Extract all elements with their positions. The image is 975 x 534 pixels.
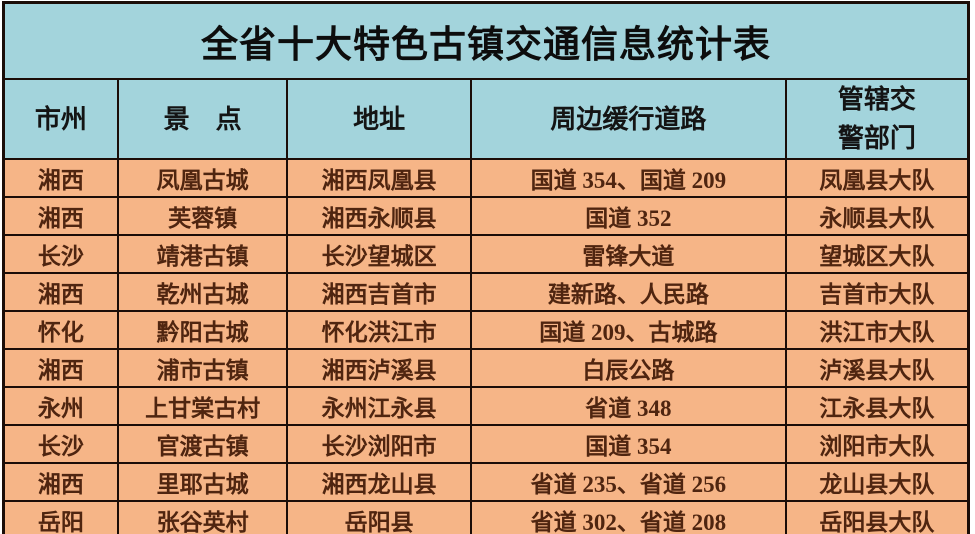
cell-address: 长沙望城区 (286, 234, 472, 274)
table-row: 岳阳 张谷英村 岳阳县 省道 302、省道 208 岳阳县大队 (2, 500, 970, 534)
cell-address: 湘西永顺县 (286, 196, 472, 236)
cell-police: 江永县大队 (784, 386, 970, 426)
cell-spot: 芙蓉镇 (116, 196, 289, 236)
cell-spot: 官渡古镇 (116, 424, 289, 464)
cell-city: 永州 (2, 386, 119, 426)
cell-police: 泸溪县大队 (784, 348, 970, 388)
table-row: 永州 上甘棠古村 永州江永县 省道 348 江永县大队 (2, 386, 970, 426)
cell-roads: 国道 354 (469, 424, 787, 464)
header-row: 市州 景 点 地址 周边缓行道路 管辖交 警部门 (2, 78, 970, 160)
col-header-police: 管辖交 警部门 (784, 78, 970, 160)
cell-city: 湘西 (2, 196, 119, 236)
cell-city: 长沙 (2, 234, 119, 274)
cell-police: 吉首市大队 (784, 272, 970, 312)
col-header-city: 市州 (2, 78, 119, 160)
cell-police: 望城区大队 (784, 234, 970, 274)
cell-police: 浏阳市大队 (784, 424, 970, 464)
cell-spot: 靖港古镇 (116, 234, 289, 274)
cell-address: 永州江永县 (286, 386, 472, 426)
col-header-spot: 景 点 (116, 78, 289, 160)
cell-police: 凤凰县大队 (784, 158, 970, 198)
cell-roads: 国道 354、国道 209 (469, 158, 787, 198)
cell-city: 怀化 (2, 310, 119, 350)
cell-police: 龙山县大队 (784, 462, 970, 502)
col-header-roads: 周边缓行道路 (469, 78, 787, 160)
cell-address: 怀化洪江市 (286, 310, 472, 350)
cell-spot: 乾州古城 (116, 272, 289, 312)
cell-city: 湘西 (2, 158, 119, 198)
title-row: 全省十大特色古镇交通信息统计表 (2, 1, 970, 80)
cell-address: 湘西凤凰县 (286, 158, 472, 198)
cell-spot: 张谷英村 (116, 500, 289, 534)
cell-spot: 上甘棠古村 (116, 386, 289, 426)
cell-city: 岳阳 (2, 500, 119, 534)
table-row: 怀化 黔阳古城 怀化洪江市 国道 209、古城路 洪江市大队 (2, 310, 970, 350)
table-row: 长沙 靖港古镇 长沙望城区 雷锋大道 望城区大队 (2, 234, 970, 274)
cell-city: 湘西 (2, 348, 119, 388)
cell-address: 湘西龙山县 (286, 462, 472, 502)
cell-roads: 省道 302、省道 208 (469, 500, 787, 534)
cell-roads: 省道 235、省道 256 (469, 462, 787, 502)
cell-roads: 白辰公路 (469, 348, 787, 388)
table-row: 湘西 芙蓉镇 湘西永顺县 国道 352 永顺县大队 (2, 196, 970, 236)
cell-city: 长沙 (2, 424, 119, 464)
cell-police: 永顺县大队 (784, 196, 970, 236)
cell-address: 岳阳县 (286, 500, 472, 534)
cell-address: 长沙浏阳市 (286, 424, 472, 464)
table-row: 长沙 官渡古镇 长沙浏阳市 国道 354 浏阳市大队 (2, 424, 970, 464)
cell-address: 湘西泸溪县 (286, 348, 472, 388)
table-row: 湘西 浦市古镇 湘西泸溪县 白辰公路 泸溪县大队 (2, 348, 970, 388)
col-header-address: 地址 (286, 78, 472, 160)
cell-police: 洪江市大队 (784, 310, 970, 350)
cell-roads: 省道 348 (469, 386, 787, 426)
table-title: 全省十大特色古镇交通信息统计表 (2, 1, 970, 80)
cell-roads: 国道 209、古城路 (469, 310, 787, 350)
table-row: 湘西 里耶古城 湘西龙山县 省道 235、省道 256 龙山县大队 (2, 462, 970, 502)
cell-address: 湘西吉首市 (286, 272, 472, 312)
cell-roads: 国道 352 (469, 196, 787, 236)
cell-spot: 浦市古镇 (116, 348, 289, 388)
cell-spot: 里耶古城 (116, 462, 289, 502)
cell-roads: 雷锋大道 (469, 234, 787, 274)
cell-roads: 建新路、人民路 (469, 272, 787, 312)
table-row: 湘西 乾州古城 湘西吉首市 建新路、人民路 吉首市大队 (2, 272, 970, 312)
cell-police: 岳阳县大队 (784, 500, 970, 534)
cell-city: 湘西 (2, 272, 119, 312)
cell-city: 湘西 (2, 462, 119, 502)
table-row: 湘西 凤凰古城 湘西凤凰县 国道 354、国道 209 凤凰县大队 (2, 158, 970, 198)
cell-spot: 黔阳古城 (116, 310, 289, 350)
cell-spot: 凤凰古城 (116, 158, 289, 198)
